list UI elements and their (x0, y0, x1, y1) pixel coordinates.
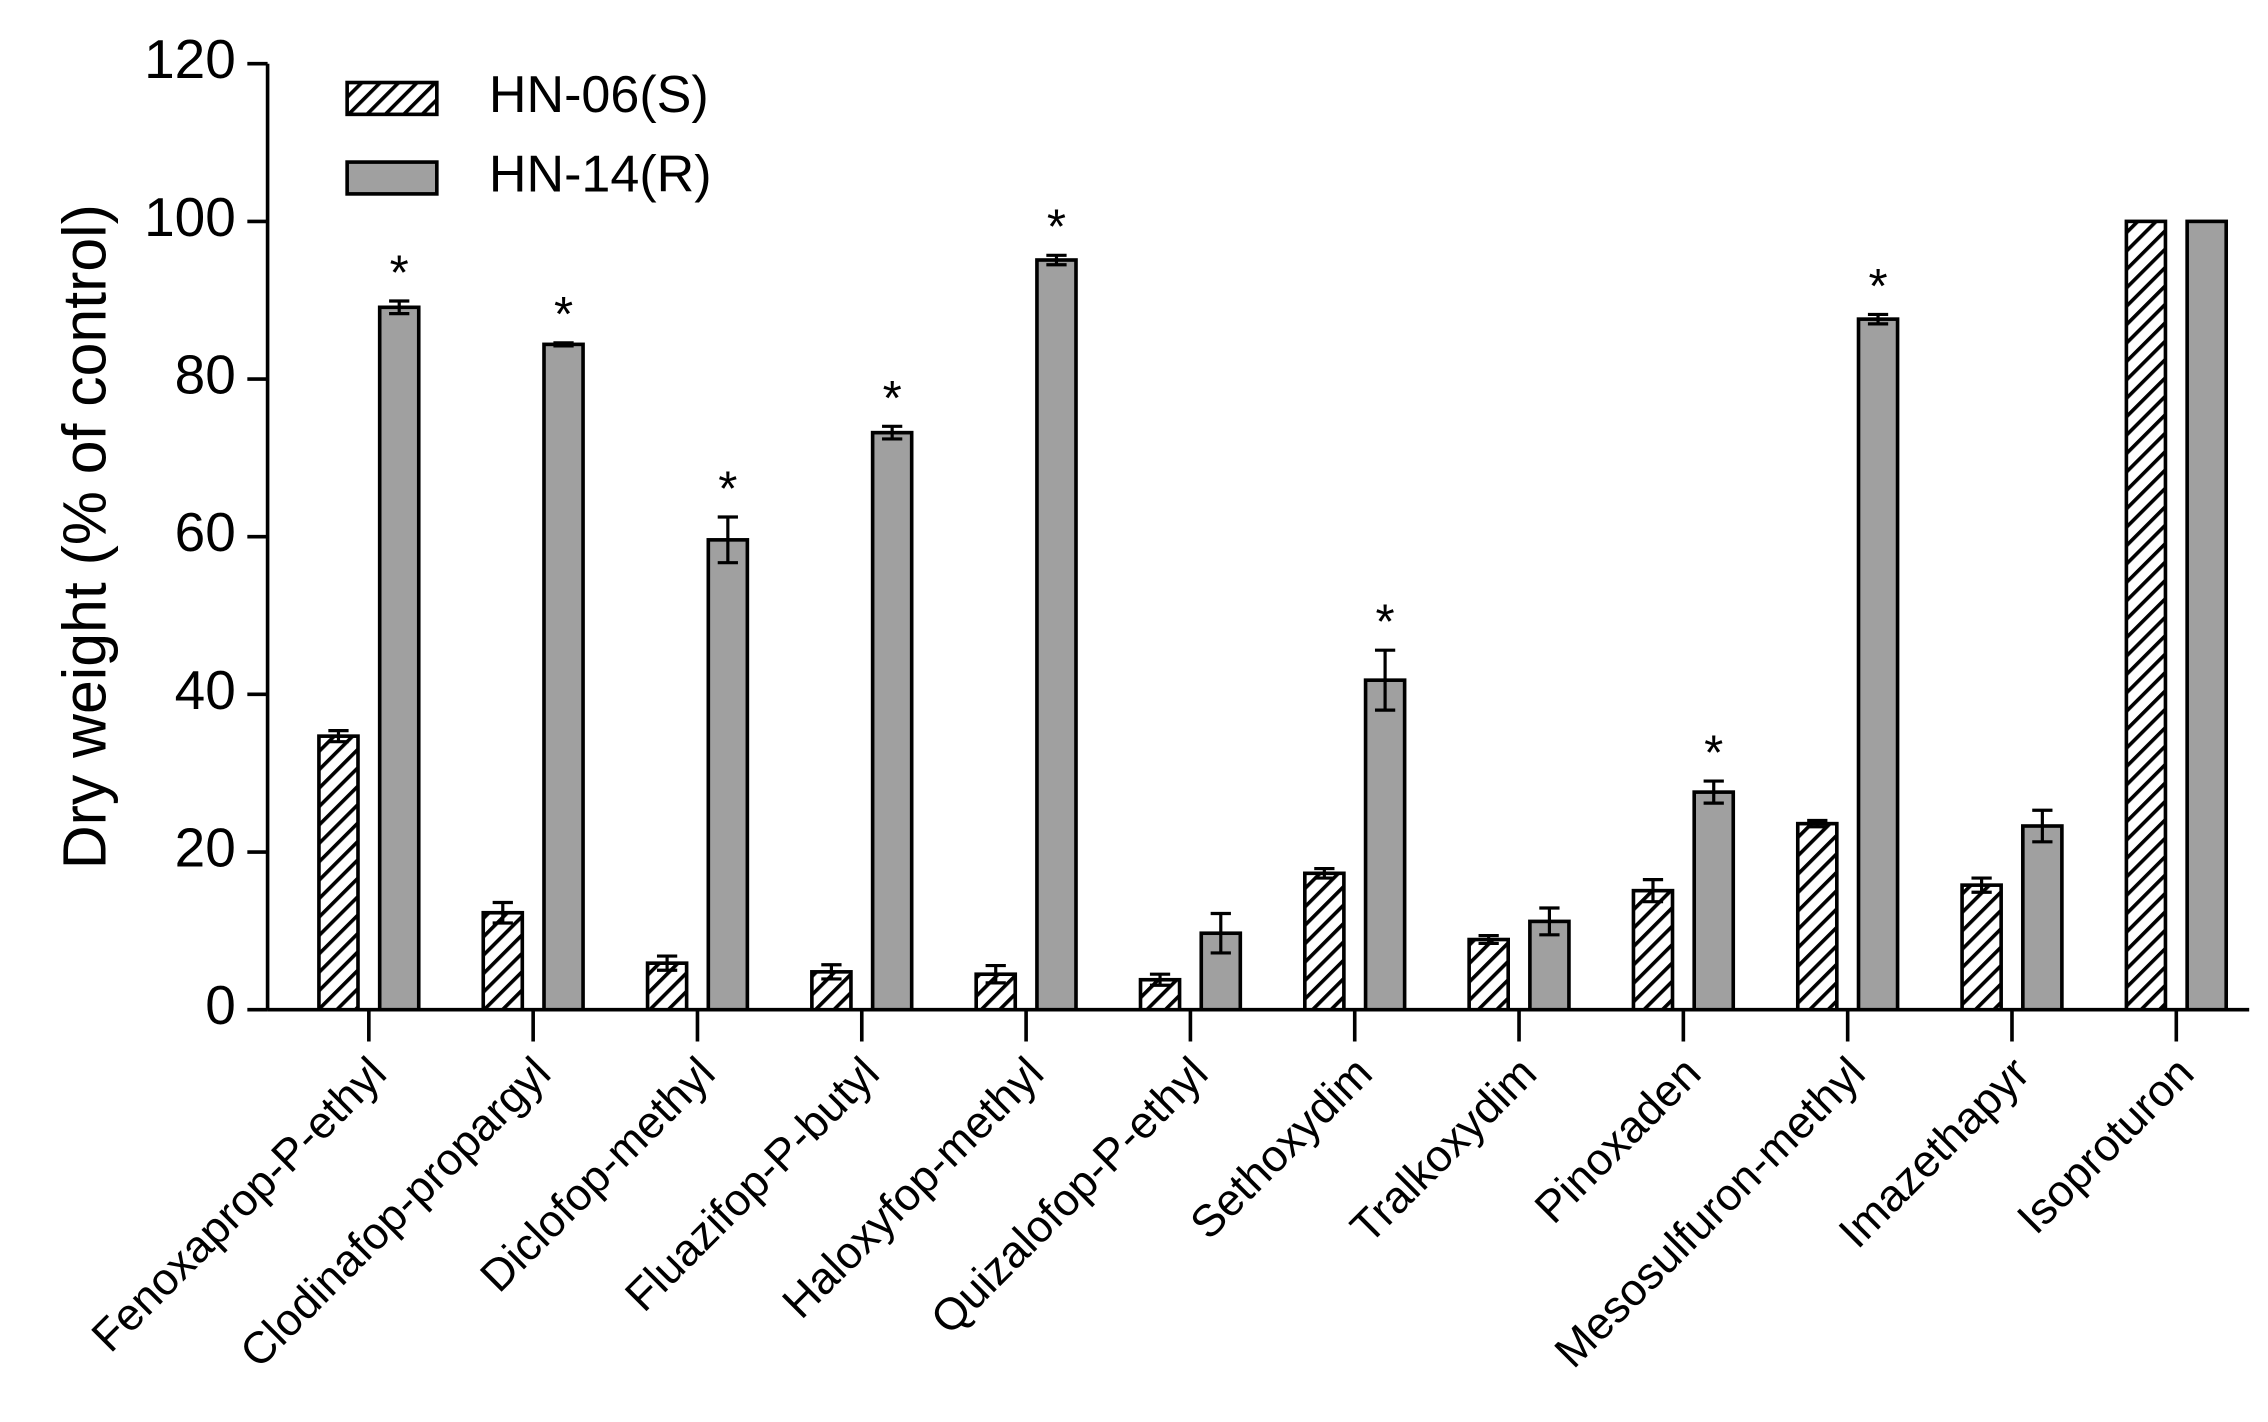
error-bar (1149, 972, 1171, 987)
y-tick-label: 20 (175, 817, 236, 879)
error-bar (985, 963, 1006, 985)
bar (1363, 678, 1407, 1012)
error-bar (821, 963, 842, 981)
legend-swatch (345, 160, 439, 196)
significance-mark: * (1376, 595, 1395, 650)
significance-mark: * (554, 287, 573, 342)
legend-label: HN-06(S) (489, 66, 709, 124)
legend-swatch (345, 80, 439, 117)
significance-mark: * (1047, 200, 1066, 255)
y-tick-label: 0 (205, 974, 236, 1036)
error-bar (328, 729, 349, 744)
error-bar (656, 954, 678, 972)
error-bar (1478, 933, 1499, 946)
error-bar (1867, 312, 1889, 326)
error-bar (717, 515, 738, 565)
bar (481, 910, 525, 1012)
bar (1303, 871, 1346, 1012)
bar (2124, 219, 2168, 1012)
x-tick-label: Mesosulfuron-methyl (1544, 1047, 1874, 1377)
error-bar (1971, 876, 1992, 894)
error-bar (1539, 906, 1560, 937)
y-tick-label: 60 (175, 501, 236, 563)
error-bar (1210, 911, 1231, 955)
error-bar (1046, 253, 1067, 267)
y-tick-label: 120 (144, 28, 236, 90)
y-tick-label: 80 (175, 344, 236, 406)
significance-mark: * (1704, 726, 1723, 781)
bar (870, 430, 914, 1012)
error-bar (553, 341, 574, 348)
bar (1960, 883, 2003, 1012)
x-tick-label: Isoproturon (2007, 1047, 2203, 1243)
bar (2185, 219, 2229, 1012)
bar (1528, 919, 1571, 1012)
significance-mark: * (390, 245, 409, 300)
bar (1035, 258, 1078, 1012)
bar (2021, 824, 2064, 1012)
error-bar (492, 900, 513, 925)
error-bar (2032, 808, 2053, 844)
bar (542, 342, 585, 1012)
error-bar (1314, 866, 1335, 880)
bar (377, 305, 421, 1012)
y-tick-label: 40 (175, 659, 236, 721)
significance-mark: * (1868, 259, 1887, 314)
bar (706, 538, 750, 1012)
significance-mark: * (718, 461, 737, 516)
error-bar (389, 299, 410, 316)
y-axis-title: Dry weight (% of control) (51, 204, 119, 869)
x-tick-label: Fenoxaprop-P-ethyl (81, 1047, 395, 1361)
legend-label: HN-14(R) (489, 146, 712, 204)
error-bar (1374, 648, 1396, 712)
significance-mark: * (883, 371, 902, 426)
x-tick-label: Quizalofop-P-ethyl (921, 1047, 1218, 1344)
bar (1467, 937, 1510, 1012)
error-bar (1807, 818, 1828, 829)
x-tick-label: Clodinafop-propargyl (230, 1047, 560, 1377)
bar (1692, 790, 1736, 1012)
error-bar (1703, 779, 1724, 805)
y-tick-label: 100 (144, 186, 236, 248)
error-bar (882, 424, 903, 441)
error-bar (1642, 878, 1664, 904)
bar (1795, 821, 1839, 1012)
bar (1631, 888, 1675, 1012)
bar (1856, 317, 1900, 1012)
bar (317, 734, 360, 1012)
